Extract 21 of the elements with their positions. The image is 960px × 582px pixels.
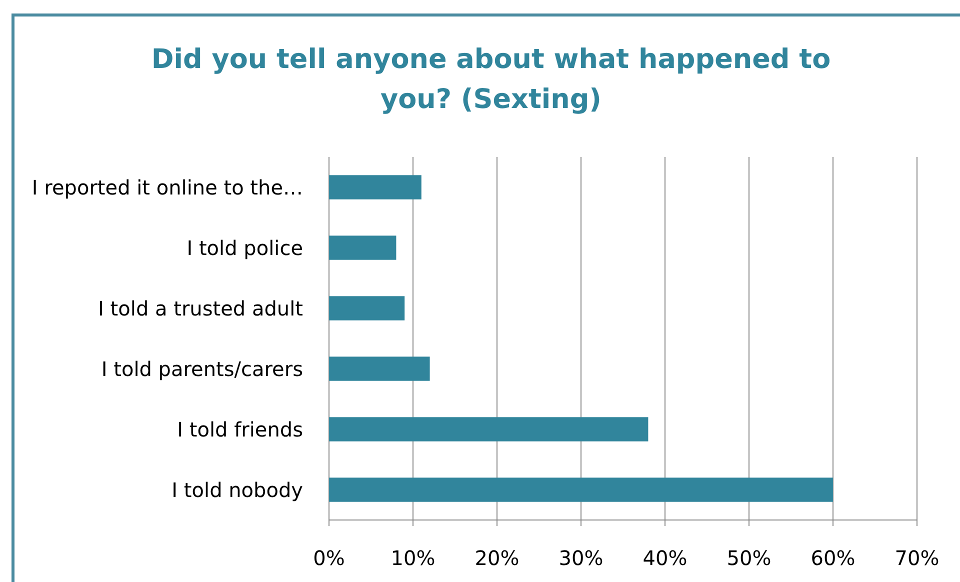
x-tick-label: 0% (313, 546, 345, 570)
x-tick-label: 20% (474, 546, 520, 570)
bar (329, 478, 833, 502)
bar (329, 236, 396, 260)
y-tick-label: I told nobody (172, 478, 304, 502)
x-tick-label: 50% (726, 546, 772, 570)
y-tick-label: I told parents/carers (101, 356, 303, 381)
x-tick-label: 70% (894, 546, 940, 570)
x-tick-label: 60% (810, 546, 856, 570)
chart-title: Did you tell anyone about what happened to you? (Sexting) (151, 44, 831, 115)
x-tick-label: 30% (558, 546, 604, 570)
y-tick-label: I told a trusted adult (98, 296, 304, 320)
y-tick-label: I told friends (177, 417, 303, 442)
y-tick-label: I reported it online to the… (32, 175, 303, 200)
bar (329, 356, 430, 381)
y-tick-label: I told police (186, 236, 303, 260)
bar (329, 175, 422, 200)
x-tick-label: 40% (642, 546, 688, 570)
bar (329, 417, 648, 442)
bar (329, 296, 405, 320)
x-tick-label: 10% (390, 546, 436, 570)
